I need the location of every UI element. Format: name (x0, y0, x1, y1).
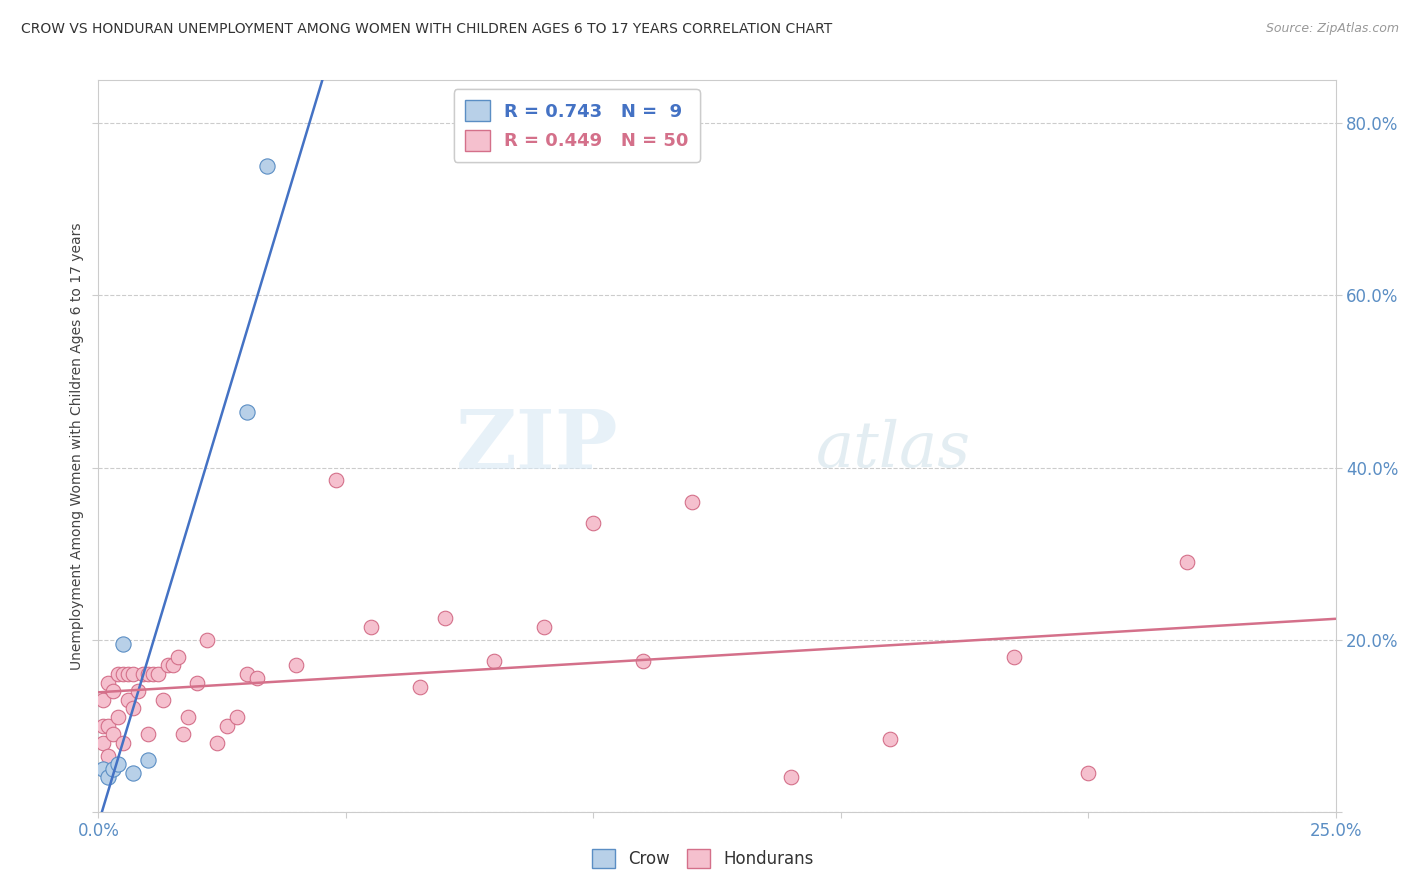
Point (166, 649, 188, 664)
Point (236, 404, 259, 418)
Text: ZIP: ZIP (456, 406, 619, 486)
Point (132, 667, 155, 681)
Point (409, 680, 432, 694)
Point (156, 658, 179, 673)
Point (205, 736, 228, 750)
Point (97, 675, 120, 690)
Point (256, 159, 278, 173)
Point (246, 671, 269, 685)
Point (236, 667, 259, 681)
Point (107, 757, 129, 772)
Point (112, 637, 135, 651)
Point (681, 495, 703, 509)
Point (107, 710, 129, 724)
Point (172, 727, 194, 741)
Point (93, 762, 115, 776)
Point (226, 710, 249, 724)
Point (97, 748, 120, 763)
Point (107, 667, 129, 681)
Point (122, 667, 145, 681)
Point (780, 770, 803, 784)
Point (97, 770, 120, 784)
Legend: R = 0.743   N =  9, R = 0.449   N = 50: R = 0.743 N = 9, R = 0.449 N = 50 (454, 89, 700, 161)
Point (103, 762, 125, 776)
Point (533, 620, 555, 634)
Point (93, 719, 115, 733)
Point (186, 675, 208, 690)
Point (136, 667, 159, 681)
Point (152, 693, 174, 707)
Point (631, 654, 654, 668)
Point (127, 684, 149, 698)
Point (112, 667, 135, 681)
Point (117, 693, 139, 707)
Point (162, 658, 184, 673)
Point (1175, 555, 1198, 569)
Point (103, 684, 125, 698)
Point (484, 654, 506, 668)
Point (117, 667, 139, 681)
Point (1077, 766, 1099, 780)
Point (97, 719, 120, 733)
Point (103, 727, 125, 741)
Text: atlas: atlas (815, 419, 972, 481)
Point (93, 693, 115, 707)
Point (360, 620, 382, 634)
Point (176, 710, 198, 724)
Point (325, 474, 347, 488)
Text: Source: ZipAtlas.com: Source: ZipAtlas.com (1265, 22, 1399, 36)
Point (122, 701, 145, 715)
Text: CROW VS HONDURAN UNEMPLOYMENT AMONG WOMEN WITH CHILDREN AGES 6 TO 17 YEARS CORRE: CROW VS HONDURAN UNEMPLOYMENT AMONG WOME… (21, 22, 832, 37)
Y-axis label: Unemployment Among Women with Children Ages 6 to 17 years: Unemployment Among Women with Children A… (70, 222, 84, 670)
Point (146, 667, 169, 681)
Legend: Crow, Hondurans: Crow, Hondurans (585, 842, 821, 875)
Point (93, 736, 115, 750)
Point (142, 667, 165, 681)
Point (122, 766, 145, 780)
Point (136, 753, 159, 767)
Point (433, 611, 456, 625)
Point (1002, 649, 1025, 664)
Point (112, 736, 135, 750)
Point (285, 658, 308, 673)
Point (136, 727, 159, 741)
Point (582, 516, 605, 531)
Point (195, 632, 218, 647)
Point (217, 719, 239, 733)
Point (879, 731, 901, 746)
